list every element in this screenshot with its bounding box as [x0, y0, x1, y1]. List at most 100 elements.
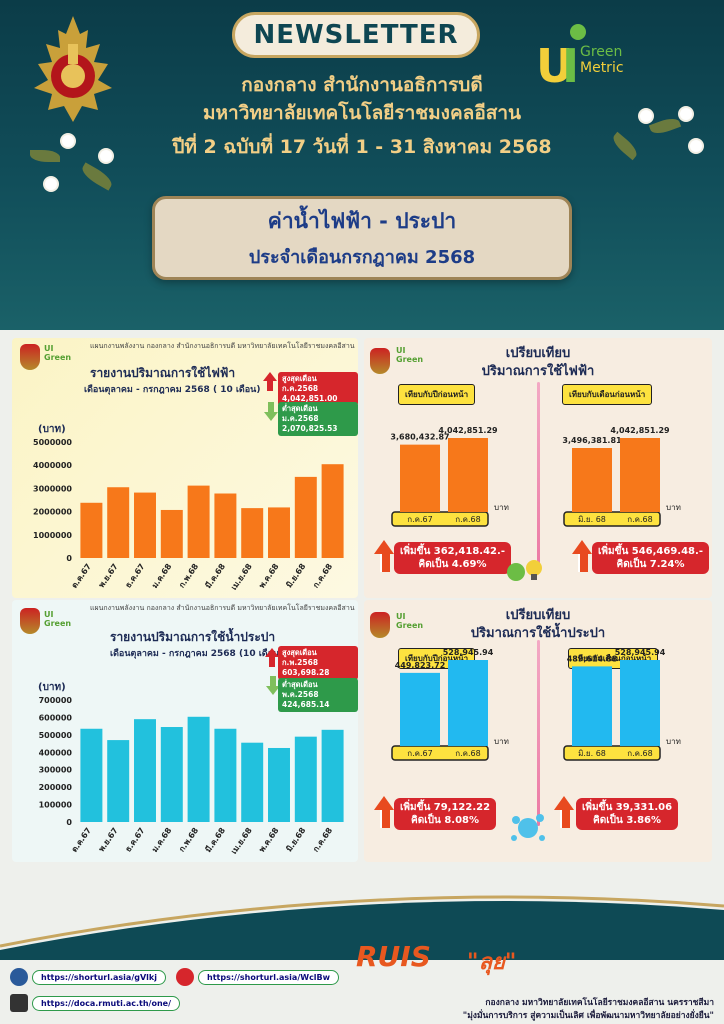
- y-axis-unit: (บาท): [38, 682, 66, 693]
- min-value: 2,070,825.53: [282, 424, 338, 433]
- compare-bar-label: ก.ค.68: [455, 515, 480, 524]
- y-tick-label: 700000: [39, 696, 73, 705]
- mini-emblem-icon: [370, 348, 390, 374]
- water-bar-chart: (บาท) 0 100000 200000 300000 400000 500000 6000…: [38, 682, 344, 856]
- y-tick-label: 1000000: [33, 531, 72, 540]
- bar: [134, 492, 156, 558]
- x-tick-label: เม.ย.68: [229, 826, 254, 856]
- increase-arrow-icon: [374, 540, 394, 572]
- mini-emblem-icon: [20, 608, 40, 634]
- electricity-min-box: ต่ำสุดเดือน ม.ค.2568 2,070,825.53: [278, 402, 358, 436]
- issue-line: ปีที่ 2 ฉบับที่ 17 วันที่ 1 - 31 สิงหาคม…: [172, 136, 552, 158]
- increase-box-left: เพิ่มขึ้น 79,122.22 คิดเป็น 8.08%: [394, 798, 497, 830]
- panel-header-text: แผนกงานพลังงาน กองกลาง สำนักงานอธิการบดี…: [90, 604, 355, 612]
- electricity-chart-title: รายงานปริมาณการใช้ไฟฟ้า: [90, 366, 236, 380]
- compare-bar: [400, 672, 440, 746]
- x-tick-label: ธ.ค.67: [124, 562, 147, 590]
- arrow-down-icon: [266, 676, 280, 695]
- x-tick-label: พ.ค.68: [257, 826, 281, 854]
- svg-text:Green: Green: [580, 44, 622, 60]
- flower-decoration: [45, 178, 57, 190]
- increase-amount: เพิ่มขึ้น 546,469.48.-: [598, 546, 703, 557]
- increase-amount: เพิ่มขึ้น 39,331.06: [582, 802, 673, 813]
- link-2[interactable]: https://shorturl.asia/WclBw: [198, 969, 340, 985]
- x-tick-label: ธ.ค.67: [124, 826, 147, 854]
- min-value: 424,685.14: [282, 700, 330, 709]
- bar: [107, 740, 130, 822]
- bar: [268, 507, 290, 558]
- siren-icon: [176, 968, 194, 986]
- bar: [321, 464, 344, 558]
- unit-label: บาท: [494, 737, 509, 746]
- compare-value-label: 4,042,851.29: [610, 426, 670, 435]
- arrow-down-icon: [264, 402, 278, 421]
- compare-title-1: เปรียบเทียบ: [505, 346, 571, 361]
- y-tick-label: 4000000: [33, 461, 72, 470]
- x-tick-label: มิ.ย.68: [284, 562, 307, 590]
- svg-text:U: U: [536, 39, 573, 93]
- x-tick-label: มี.ค.68: [203, 561, 227, 590]
- increase-arrow-icon: [554, 796, 574, 828]
- link-1[interactable]: https://shorturl.asia/gVlkj: [32, 969, 166, 985]
- footer-swoosh-decoration: [0, 895, 724, 960]
- subject-title: ค่าน้ำไฟฟ้า - ประปา: [267, 209, 457, 233]
- newsletter-badge: NEWSLETTER: [232, 12, 480, 58]
- x-tick-label: ก.พ.68: [177, 562, 200, 590]
- increase-percent: คิดเป็น 8.08%: [411, 815, 480, 826]
- bar: [294, 476, 317, 558]
- footer-org: กองกลาง มหาวิทยาลัยเทคโนโลยีราชมงคลอีสาน…: [485, 998, 714, 1008]
- x-tick-label: มิ.ย.68: [284, 826, 307, 854]
- max-value: 4,042,851.00: [282, 394, 338, 403]
- bar: [160, 727, 183, 822]
- flower-decoration: [640, 110, 652, 122]
- x-tick-label: เม.ย.68: [229, 562, 254, 592]
- compare-bar: [572, 666, 612, 746]
- divider: [537, 382, 540, 568]
- increase-percent: คิดเป็น 3.86%: [593, 815, 662, 826]
- y-tick-label: 2000000: [33, 508, 72, 517]
- mini-green-metric-icon: UI Green: [44, 344, 72, 362]
- flower-decoration: [690, 140, 702, 152]
- x-tick-label: พ.ย.67: [97, 826, 120, 853]
- bar: [187, 485, 210, 558]
- x-tick-label: พ.ค.68: [257, 562, 281, 590]
- increase-box-left: เพิ่มขึ้น 362,418.42.- คิดเป็น 4.69%: [394, 542, 511, 574]
- bar: [241, 508, 264, 558]
- compare-title-2: ปริมาณการใช้ไฟฟ้า: [481, 364, 595, 379]
- x-tick-label: ก.ค.68: [311, 826, 334, 854]
- increase-amount: เพิ่มขึ้น 362,418.42.-: [400, 546, 505, 557]
- y-tick-label: 500000: [39, 731, 73, 740]
- min-label: ต่ำสุดเดือน พ.ค.2568: [282, 680, 319, 699]
- electricity-max-box: สูงสุดเดือน ก.ค.2568 4,042,851.00: [278, 372, 358, 406]
- compare-bar: [620, 660, 660, 746]
- y-tick-label: 100000: [39, 801, 73, 810]
- compare-bar: [572, 448, 612, 512]
- compare-title-1: เปรียบเทียบ: [505, 608, 571, 623]
- org-name-line1: กองกลาง สำนักงานอธิการบดี: [241, 74, 483, 96]
- increase-box-right: เพิ่มขึ้น 546,469.48.- คิดเป็น 7.24%: [592, 542, 709, 574]
- eco-bulb-icon: [506, 554, 546, 584]
- green-metric-logo: U I Green Metric: [534, 20, 624, 100]
- compare-value-label: 3,496,381.81: [562, 436, 622, 445]
- water-max-box: สูงสุดเดือน ก.พ.2568 603,698.28: [278, 646, 358, 680]
- subject-subtitle: ประจำเดือนกรกฎาคม 2568: [248, 247, 476, 268]
- bar: [214, 493, 237, 558]
- mini-green-metric-icon: UI Green: [44, 610, 72, 628]
- increase-arrow-icon: [572, 540, 592, 572]
- unit-label: บาท: [666, 737, 681, 746]
- link-3[interactable]: https://doca.rmuti.ac.th/one/: [32, 995, 181, 1011]
- compare-value-label: 528,945.94: [443, 648, 494, 657]
- flower-decoration: [680, 108, 692, 120]
- university-emblem: [34, 16, 112, 122]
- link-row-3: https://doca.rmuti.ac.th/one/: [10, 994, 181, 1012]
- water-report-panel: UI Green แผนกงานพลังงาน กองกลาง สำนักงานอ…: [12, 600, 358, 862]
- electricity-bar-chart: (บาท) 0 1000000 2000000 3000000 4000000 500000…: [33, 424, 344, 592]
- y-tick-label: 3000000: [33, 484, 72, 493]
- leaf-decoration: [79, 162, 115, 191]
- water-min-box: ต่ำสุดเดือน พ.ค.2568 424,685.14: [278, 678, 358, 712]
- compare-bar: [400, 444, 440, 512]
- max-label: สูงสุดเดือน ก.พ.2568: [282, 648, 319, 667]
- bar: [268, 747, 290, 822]
- org-name-line2: มหาวิทยาลัยเทคโนโลยีราชมงคลอีสาน: [203, 102, 521, 124]
- link-row-1: https://shorturl.asia/gVlkj: [10, 968, 166, 986]
